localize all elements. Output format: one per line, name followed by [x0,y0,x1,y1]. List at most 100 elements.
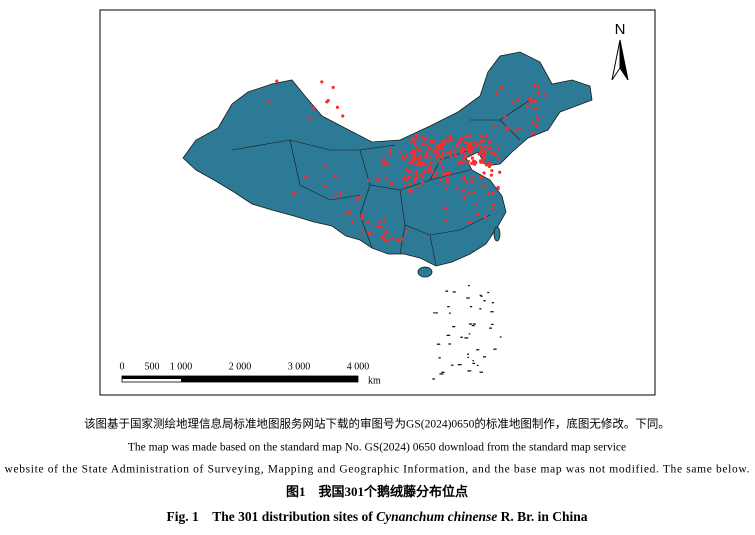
scale-segment [152,379,167,382]
site [409,150,414,154]
site [518,126,522,130]
site [383,237,387,241]
site [378,220,382,224]
island [493,348,497,350]
island [479,308,482,310]
site [462,195,466,200]
scale-segment [299,379,329,382]
site [483,145,487,149]
site [412,149,416,153]
site [414,170,418,174]
site [320,80,324,84]
site [424,142,428,146]
site [516,98,520,102]
site [498,170,502,174]
site [453,148,457,152]
site [406,176,411,180]
scale-label: 0 [120,361,125,372]
site [493,125,497,129]
site [479,134,484,138]
site [513,128,517,133]
site [417,148,422,152]
site [461,146,465,150]
site [482,171,486,175]
scale-segment [210,379,240,382]
site [385,162,390,166]
island [479,371,483,373]
island [491,302,494,304]
site [443,206,448,210]
site [423,155,427,159]
site [444,151,449,155]
site [432,149,436,153]
site [331,85,335,90]
site [434,145,439,149]
site [438,160,442,164]
site [423,137,427,141]
scale-segment [210,376,240,379]
site [473,162,477,166]
site [409,140,413,145]
scale-segment [328,379,358,382]
site [420,135,424,139]
china-outline [182,51,593,267]
site [434,155,438,160]
site [429,161,433,165]
island [433,312,435,314]
island [476,349,480,351]
site [390,236,394,240]
province-borders [231,99,531,267]
site [472,190,476,195]
site [464,180,468,184]
site [414,162,418,167]
site [428,167,432,171]
site [437,143,441,147]
site [404,178,408,182]
china-map [182,51,593,380]
site [324,185,328,189]
island [467,356,470,358]
scale-segment [166,376,181,379]
site [456,161,461,165]
site [380,235,384,240]
site [435,171,439,175]
site [535,116,539,120]
site [487,146,492,150]
site [533,83,537,88]
site [534,106,538,110]
site [382,232,387,236]
site [420,142,424,146]
site [490,207,495,211]
site [385,229,389,234]
site [417,157,421,162]
island [476,364,479,367]
site [382,161,386,166]
island [479,294,482,296]
site [440,141,445,146]
site [478,140,483,144]
site [440,165,444,169]
site [497,157,501,161]
site [418,163,422,167]
site [404,167,408,171]
site [536,91,540,95]
site [375,177,379,182]
site [412,179,417,183]
site [432,174,436,179]
site [267,99,271,103]
site [470,156,474,160]
site [447,171,451,175]
site [503,115,507,119]
island [448,343,451,345]
island [469,306,473,308]
scale-label: 2 000 [229,361,252,372]
site [436,151,440,155]
site [467,220,472,224]
island [447,306,450,308]
site [474,144,478,149]
site [463,152,467,156]
scale-segment [137,376,152,379]
island [432,378,436,380]
site [413,177,418,181]
scale-label: 1 000 [170,361,193,372]
